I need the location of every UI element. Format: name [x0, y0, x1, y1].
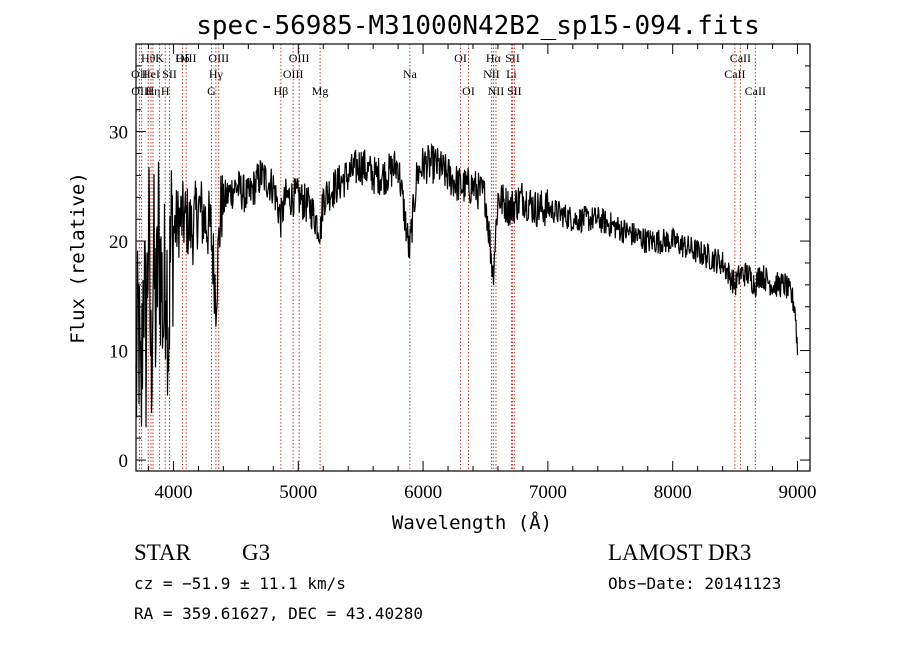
spectral-line-label: OIII — [176, 51, 197, 65]
spectral-line-label: G — [207, 84, 216, 98]
spectrum-layer — [135, 142, 799, 428]
x-axis-ticks: 4000 5000 6000 7000 8000 9000 — [147, 44, 817, 503]
spectral-line-label: SII — [162, 67, 177, 81]
redshift-text: cz = −51.9 ± 11.1 km/s — [134, 574, 346, 593]
coordinates-text: RA = 359.61627, DEC = 43.40280 — [134, 604, 423, 623]
survey-name: LAMOST DR3 — [608, 540, 751, 565]
spectral-line-label: H — [161, 84, 170, 98]
spectral-line-label: SII — [507, 84, 522, 98]
spectral-line-label: HeI — [142, 67, 160, 81]
x-tick-label: 6000 — [404, 482, 442, 503]
spectral-line-label: NII — [488, 84, 505, 98]
spectral-line-label: NII — [483, 67, 500, 81]
spectral-line-label: CaII — [730, 51, 751, 65]
spectrum-line — [135, 142, 799, 428]
spectral-line-label: Mg — [312, 84, 329, 98]
x-tick-label: 7000 — [529, 482, 567, 503]
x-tick-label: 8000 — [654, 482, 692, 503]
observation-date: Obs−Date: 20141123 — [608, 574, 781, 593]
spectral-line-label: Hα — [486, 51, 502, 65]
spectral-line-label: SII — [505, 51, 520, 65]
spectral-line-markers: HθOIIOIIIHeIHηKHSIIHδOIIIHγGOIIIHβOIIIOI… — [131, 44, 766, 471]
spectral-line-label: OIII — [208, 51, 229, 65]
spectral-line-label: OI — [454, 51, 467, 65]
spectral-line-label: K — [155, 51, 164, 65]
spectral-line-label: OII — [131, 67, 148, 81]
spectral-line-label: CaII — [745, 84, 766, 98]
y-tick-label: 30 — [109, 123, 128, 144]
object-subclass: G3 — [242, 540, 270, 565]
y-axis-label: Flux (relative) — [67, 172, 89, 344]
spectral-line-label: Hθ — [141, 51, 156, 65]
spectral-line-label: Hβ — [274, 84, 289, 98]
x-tick-label: 9000 — [779, 482, 817, 503]
y-tick-label: 10 — [109, 342, 128, 363]
y-axis-ticks: 0 10 20 30 — [109, 65, 810, 472]
x-tick-label: 4000 — [154, 482, 192, 503]
y-tick-label: 20 — [109, 232, 128, 253]
spectral-line-label: OIII — [289, 51, 310, 65]
y-tick-label: 0 — [119, 451, 129, 472]
spectral-line-label: CaII — [724, 67, 745, 81]
object-class: STAR — [134, 540, 192, 565]
spectral-line-label: Hγ — [209, 67, 224, 81]
spectral-line-label: Na — [403, 67, 418, 81]
spectral-line-label: OIII — [283, 67, 304, 81]
spectral-line-label: Li — [506, 67, 517, 81]
spectral-line-label: OI — [462, 84, 475, 98]
x-tick-label: 5000 — [279, 482, 317, 503]
x-axis-label: Wavelength (Å) — [392, 511, 552, 534]
spectral-line-label: Hη — [145, 84, 160, 98]
chart-title: spec-56985-M31000N42B2_sp15-094.fits — [196, 11, 760, 41]
